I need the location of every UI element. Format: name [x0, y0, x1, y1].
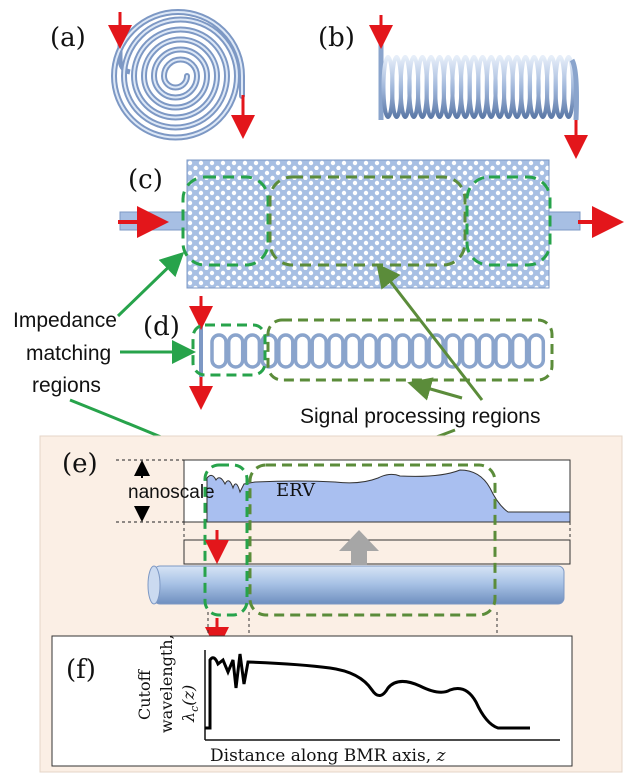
panel-label-c: (c) [128, 165, 163, 195]
impedance-label-line3: regions [32, 374, 101, 397]
pointer-sig-d [407, 377, 463, 401]
signal-region-c [268, 175, 467, 267]
panel-label-e: (e) [62, 449, 98, 479]
impedance-label-line2: matching [26, 342, 111, 365]
impedance-label-line1: Impedance [13, 309, 117, 332]
plot-frame [51, 635, 573, 767]
erv-profile-view: ERV nanoscale [116, 459, 571, 666]
pointer-to-c [116, 251, 185, 318]
signal-region-e [248, 463, 497, 617]
ylabel-line1: Cutoff [135, 668, 154, 720]
helical-coil [369, 15, 588, 159]
up-arrow-gray [339, 530, 379, 565]
perforated-plate [118, 159, 624, 289]
pointer-sig-c [376, 263, 484, 401]
cutoff-plot: (f) Cutoff wavelength, λc(z) Distance al… [51, 634, 573, 767]
erv-label: ERV [276, 480, 316, 501]
signal-region-d [266, 318, 554, 382]
impedance-region-c-left [181, 175, 270, 267]
cutoff-curve [205, 653, 530, 730]
signal-processing-label: Signal processing regions [300, 405, 540, 428]
bmr-rod [153, 565, 565, 605]
panel-label-d: (d) [143, 312, 180, 342]
panel-label-f: (f) [66, 655, 96, 685]
side-coil [189, 296, 554, 410]
ylabel-line2: wavelength, [157, 634, 176, 733]
impedance-region-c-right [465, 175, 552, 267]
panel-label-b: (b) [318, 23, 355, 53]
panel-label-a: (a) [50, 23, 86, 53]
ylabel-symbol: λc(z) [179, 685, 201, 723]
planar-spiral-coil [108, 9, 255, 141]
nanoscale-label: nanoscale [128, 482, 215, 503]
impedance-region-d [191, 323, 267, 377]
xlabel: Distance along BMR axis, z [210, 746, 447, 766]
